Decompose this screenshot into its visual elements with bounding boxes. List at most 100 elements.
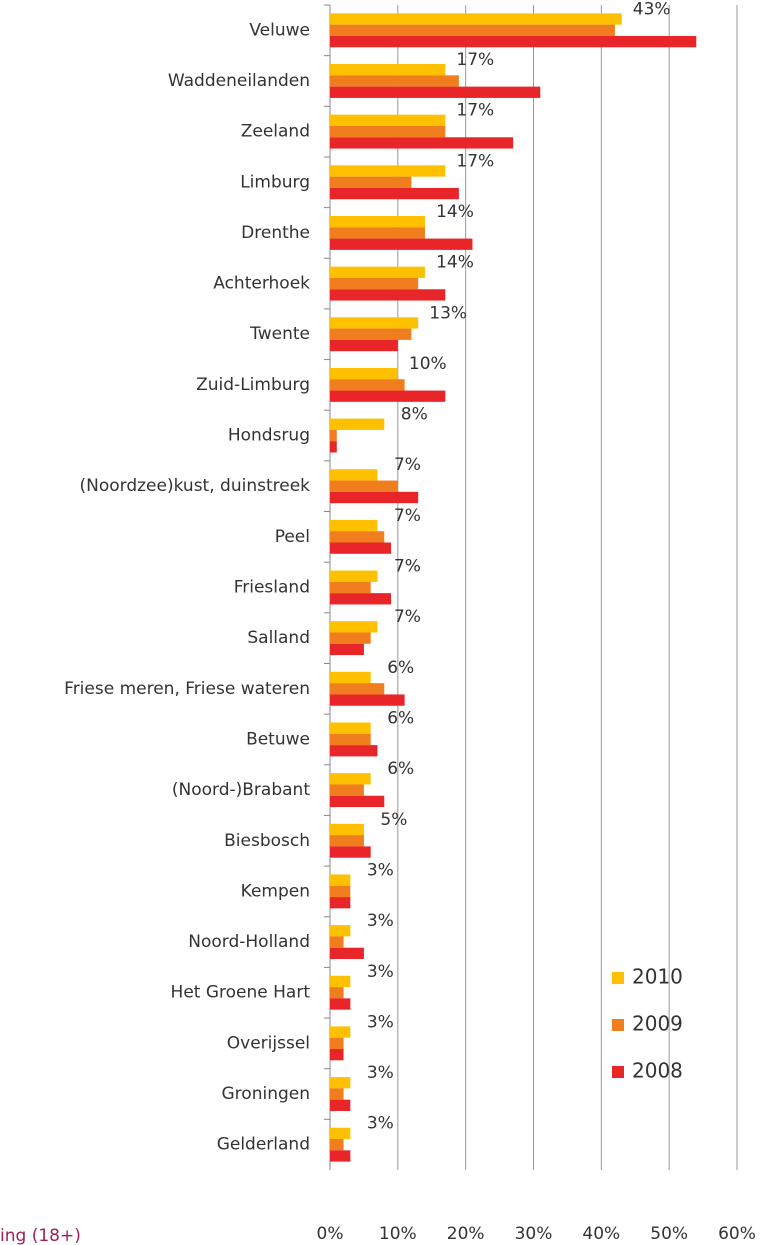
value-label: 14% (436, 253, 474, 273)
y-tick-label: Het Groene Hart (171, 983, 311, 1003)
y-tick-label: Gelderland (217, 1135, 310, 1155)
bar (330, 13, 622, 25)
bar (330, 835, 364, 847)
y-tick-label: Waddeneilanden (168, 71, 310, 91)
value-label: 17% (456, 101, 494, 121)
bar (330, 885, 351, 898)
bar (330, 632, 371, 644)
x-tick-label: 50% (650, 1224, 688, 1244)
y-tick-label: (Noord-)Brabant (172, 780, 310, 800)
y-tick-label: Friese meren, Friese wateren (64, 679, 310, 699)
bar (330, 874, 351, 886)
bar (330, 795, 385, 808)
bar (330, 925, 351, 937)
bar (330, 694, 405, 706)
bar (330, 480, 398, 492)
bar (330, 593, 392, 605)
legend-swatch (612, 1019, 624, 1031)
bar (330, 317, 419, 329)
y-tick-label: Peel (275, 527, 310, 547)
legend-swatch (612, 972, 624, 984)
bar (330, 733, 371, 746)
y-tick-label: Zuid-Limburg (196, 375, 310, 395)
y-tick-label: Noord-Holland (188, 932, 310, 952)
legend-swatch (612, 1066, 624, 1078)
value-label: 7% (394, 557, 421, 577)
note: ing (18+) (0, 1226, 81, 1245)
bar (330, 683, 385, 695)
value-label: 7% (394, 455, 421, 475)
bar (330, 379, 405, 391)
bar (330, 936, 344, 948)
bar (330, 429, 337, 442)
bar (330, 35, 697, 48)
y-tick-label: Betuwe (246, 729, 310, 749)
x-tick-label: 20% (447, 1224, 485, 1244)
x-tick-label: 40% (582, 1224, 620, 1244)
bar (330, 773, 371, 785)
bar (330, 531, 385, 543)
bar (330, 86, 541, 98)
value-label: 8% (401, 405, 428, 425)
bar (330, 227, 425, 239)
bar (330, 165, 446, 177)
bar (330, 238, 473, 250)
bar (330, 784, 364, 796)
bar (330, 947, 364, 960)
legend-label: 2008 (632, 1059, 683, 1083)
bar (330, 418, 385, 430)
value-label: 43% (633, 0, 671, 19)
bar (330, 1077, 351, 1089)
bar (330, 542, 392, 554)
value-label: 17% (456, 151, 494, 171)
value-label: 7% (394, 607, 421, 627)
bar (330, 64, 446, 76)
value-label: 13% (429, 303, 467, 323)
value-label: 3% (367, 962, 394, 982)
y-tick-label: (Noordzee)kust, duinstreek (80, 476, 311, 496)
bar (330, 328, 412, 340)
y-tick-label: Zeeland (241, 122, 310, 142)
bar (330, 75, 459, 87)
bar (330, 1026, 351, 1038)
value-label: 3% (367, 911, 394, 931)
value-label: 7% (394, 506, 421, 526)
value-label: 10% (409, 354, 447, 374)
bar (330, 1139, 344, 1151)
bar (330, 581, 371, 594)
y-tick-label: Hondsrug (228, 426, 310, 446)
y-tick-label: Achterhoek (213, 274, 310, 294)
bar (330, 1037, 344, 1050)
y-tick-label: Drenthe (241, 223, 310, 243)
y-tick-label: Friesland (234, 578, 310, 598)
bar (330, 266, 425, 278)
bar (330, 491, 419, 504)
bar (330, 823, 364, 836)
value-label: 6% (387, 759, 414, 779)
bar (330, 441, 337, 453)
bar (330, 1049, 344, 1061)
x-tick-label: 0% (317, 1224, 344, 1244)
bar (330, 975, 351, 988)
y-tick-label: Twente (249, 324, 310, 344)
value-label: 6% (387, 709, 414, 729)
bar (330, 722, 371, 734)
y-tick-label: Veluwe (249, 20, 310, 40)
bar (330, 846, 371, 858)
y-tick-label: Groningen (222, 1084, 311, 1104)
bar (330, 671, 371, 684)
bar (330, 1127, 351, 1140)
bar (330, 570, 378, 582)
bar (330, 125, 446, 138)
bar (330, 339, 398, 352)
value-label: 3% (367, 1114, 394, 1134)
bar (330, 390, 446, 402)
bar (330, 137, 514, 149)
y-tick-label: Overijssel (227, 1033, 310, 1053)
bar (330, 897, 351, 909)
value-label: 6% (387, 658, 414, 678)
value-label: 3% (367, 860, 394, 880)
bar (330, 289, 446, 301)
bar (330, 1088, 344, 1100)
